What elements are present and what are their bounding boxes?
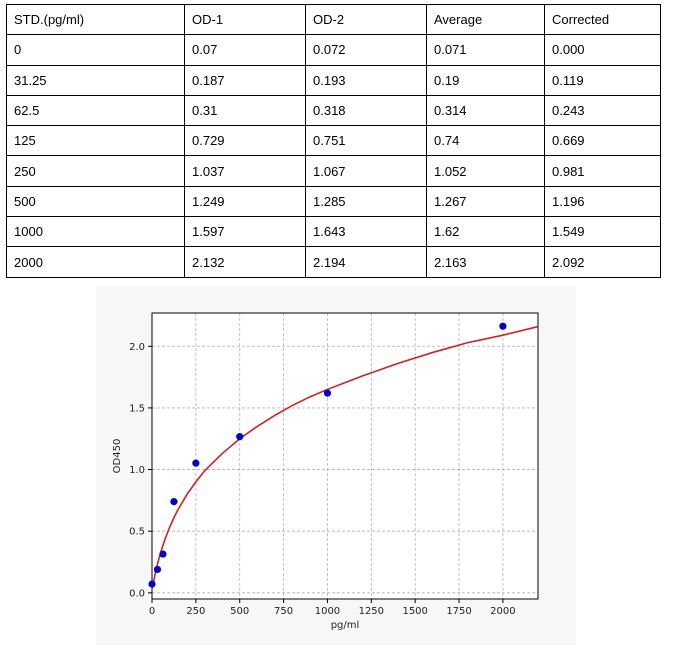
table-cell: 0.119	[544, 64, 661, 96]
standard-curve-chart: 0 250 500 750 1000 1250 1500 1750 2000 0.0 0.5 1.0 1…	[96, 286, 576, 645]
x-tick-label: 750	[274, 606, 293, 617]
table-cell: 0.751	[305, 125, 427, 157]
data-point	[159, 550, 167, 558]
y-tick-label: 0.0	[129, 588, 145, 599]
data-point	[236, 433, 244, 441]
table-cell: 2.194	[305, 246, 427, 278]
table-row: 500 1.249 1.285 1.267 1.196	[6, 185, 661, 218]
table-cell: 1.549	[544, 216, 661, 248]
x-tick-label: 0	[149, 606, 155, 617]
table-row: 0 0.07 0.072 0.071 0.000	[6, 34, 661, 66]
table-cell: 1000	[6, 216, 185, 248]
table-cell: 0.193	[305, 64, 427, 96]
axis-ticks: 0 250 500 750 1000 1250 1500 1750 2000 0.0 0.5 1.0 1…	[129, 342, 516, 617]
table-cell: 0.729	[184, 125, 306, 157]
y-axis-label: OD450	[112, 439, 123, 474]
table-cell: 2.163	[426, 246, 545, 278]
table-cell: 1.285	[305, 185, 427, 218]
data-point	[499, 322, 507, 330]
table-cell: 0.000	[544, 34, 661, 66]
table-cell: 0	[6, 34, 185, 66]
table-row: 1000 1.597 1.643 1.62 1.549	[6, 216, 661, 248]
table-cell: 0.19	[426, 64, 545, 96]
plot-area-background	[152, 313, 538, 599]
header-od1: OD-1	[184, 3, 306, 36]
table-row: 250 1.037 1.067 1.052 0.981	[6, 155, 661, 187]
table-row: 62.5 0.31 0.318 0.314 0.243	[6, 94, 661, 127]
table-cell: 125	[6, 125, 185, 157]
table-cell: 1.052	[426, 155, 545, 187]
data-point	[170, 498, 178, 506]
table-cell: 31.25	[6, 64, 185, 96]
table-cell: 1.196	[544, 185, 661, 218]
x-tick-label: 250	[186, 606, 205, 617]
table-cell: 0.669	[544, 125, 661, 157]
table-cell: 500	[6, 185, 185, 218]
table-row: 2000 2.132 2.194 2.163 2.092	[6, 246, 661, 278]
x-tick-label: 1500	[402, 606, 427, 617]
chart-canvas: 0 250 500 750 1000 1250 1500 1750 2000 0.0 0.5 1.0 1…	[112, 312, 539, 631]
table-cell: 0.314	[426, 94, 545, 127]
data-point	[192, 459, 200, 467]
y-tick-label: 1.0	[129, 465, 145, 476]
x-tick-label: 500	[230, 606, 249, 617]
table-cell: 1.597	[184, 216, 306, 248]
x-tick-label: 2000	[490, 606, 515, 617]
data-point	[148, 580, 156, 588]
table-cell: 0.318	[305, 94, 427, 127]
table-cell: 1.067	[305, 155, 427, 187]
table-cell: 2000	[6, 246, 185, 278]
table-cell: 1.643	[305, 216, 427, 248]
y-tick-label: 2.0	[129, 342, 145, 353]
data-point	[323, 389, 332, 397]
table-row: 125 0.729 0.751 0.74 0.669	[6, 125, 661, 157]
x-axis-label: pg/ml	[331, 620, 360, 631]
x-tick-label: 1250	[359, 606, 384, 617]
table-cell: 1.62	[426, 216, 545, 248]
table-cell: 0.072	[305, 34, 427, 66]
table-cell: 0.31	[184, 94, 306, 127]
grid-lines	[151, 313, 538, 599]
plot-area-frame	[151, 312, 539, 600]
table-cell: 0.74	[426, 125, 545, 157]
header-std: STD.(pg/ml)	[6, 3, 185, 36]
table-cell: 0.243	[544, 94, 661, 127]
table-header-row: STD.(pg/ml) OD-1 OD-2 Average Corrected	[6, 3, 661, 36]
data-point	[153, 565, 162, 574]
table-cell: 2.092	[544, 246, 661, 278]
table-row: 31.25 0.187 0.193 0.19 0.119	[6, 64, 661, 96]
header-average: Average	[426, 3, 545, 36]
x-tick-label: 1750	[446, 606, 471, 617]
header-od2: OD-2	[305, 3, 427, 36]
table-cell: 2.132	[184, 246, 306, 278]
table-cell: 0.071	[426, 34, 545, 66]
table-cell: 1.037	[184, 155, 306, 187]
y-tick-label: 1.5	[129, 403, 145, 414]
header-corrected: Corrected	[544, 3, 661, 36]
y-tick-label: 0.5	[129, 527, 145, 538]
data-points	[148, 322, 507, 588]
table-cell: 0.07	[184, 34, 306, 66]
x-tick-label: 1000	[315, 606, 340, 617]
table-cell: 1.249	[184, 185, 306, 218]
table-cell: 62.5	[6, 94, 185, 127]
table-cell: 0.187	[184, 64, 306, 96]
table-cell: 0.981	[544, 155, 661, 187]
standard-curve-table: STD.(pg/ml) OD-1 OD-2 Average Corrected …	[6, 3, 661, 278]
table-cell: 250	[6, 155, 185, 187]
table-cell: 1.267	[426, 185, 545, 218]
